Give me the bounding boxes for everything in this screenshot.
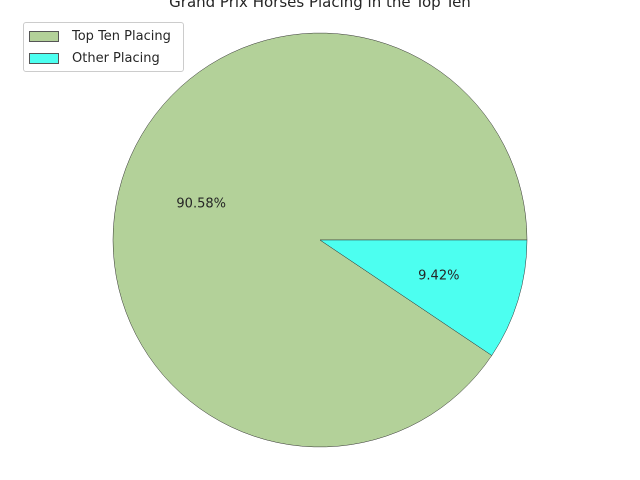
chart-title: Grand Prix Horses Placing in the Top Ten (169, 0, 471, 11)
pie-label-other: 9.42% (418, 269, 459, 284)
legend-item-top-ten: Top Ten Placing (29, 26, 171, 46)
legend-label-top-ten: Top Ten Placing (72, 28, 171, 44)
pie-slices (112, 32, 528, 448)
legend-swatch-top-ten (29, 30, 59, 42)
legend-label-other: Other Placing (72, 50, 160, 66)
legend-swatch-other (29, 52, 59, 64)
legend: Top Ten Placing Other Placing (23, 22, 184, 72)
pie-slice-other (319, 239, 528, 356)
pie-labels: 90.58% 9.42% (176, 196, 459, 283)
legend-item-other: Other Placing (29, 48, 160, 68)
pie-label-top-ten: 90.58% (176, 196, 226, 211)
